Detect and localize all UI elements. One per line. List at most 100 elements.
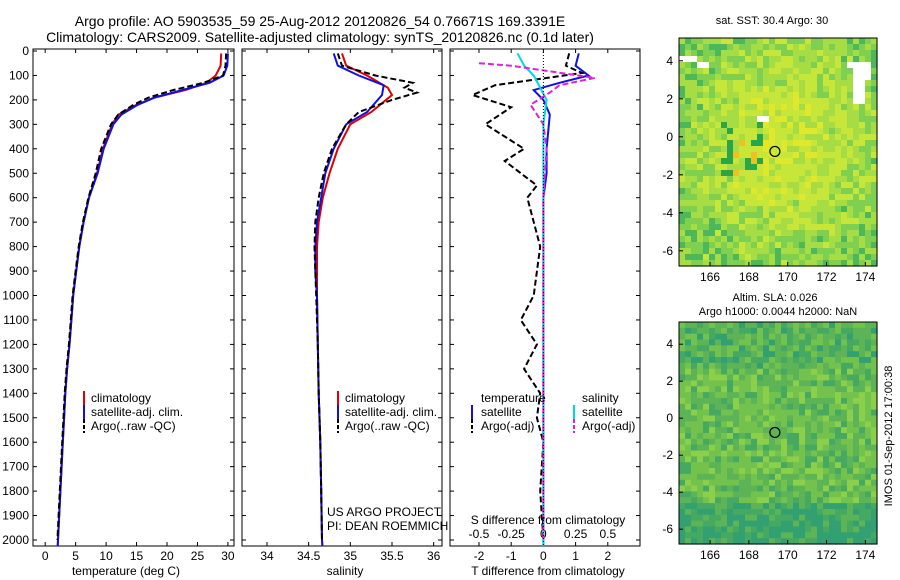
heatmap-cell	[751, 322, 758, 329]
heatmap-cell	[697, 456, 704, 463]
heatmap-cell	[781, 152, 788, 159]
heatmap-cell	[679, 38, 686, 45]
heatmap-cell	[847, 468, 854, 475]
legend-label-climatology: climatology	[345, 391, 405, 405]
heatmap-cell	[739, 134, 746, 141]
heatmap-cell	[769, 56, 776, 63]
heatmap-cell	[835, 212, 842, 219]
heatmap-cell	[823, 44, 830, 51]
heatmap-cell	[739, 433, 746, 440]
heatmap-cell	[823, 170, 830, 177]
heatmap-cell	[763, 538, 770, 545]
heatmap-cell	[811, 374, 818, 382]
heatmap-cell	[781, 380, 788, 387]
heatmap-cell	[871, 104, 878, 111]
heatmap-cell	[847, 260, 854, 267]
heatmap-cell	[853, 392, 860, 399]
heatmap-cell	[709, 368, 716, 376]
heatmap-cell	[679, 50, 686, 57]
heatmap-cell	[715, 380, 722, 387]
missing-data-patch	[847, 62, 871, 68]
heatmap-cell	[691, 450, 698, 457]
heatmap-cell	[715, 158, 722, 165]
heatmap-cell	[829, 473, 836, 481]
heatmap-cell	[781, 38, 788, 45]
heatmap-cell	[817, 421, 824, 428]
heatmap-cell	[811, 68, 818, 75]
heatmap-cell	[691, 479, 698, 487]
heatmap-cell	[721, 456, 728, 463]
heatmap-cell	[871, 438, 878, 446]
heatmap-cell	[805, 485, 812, 493]
heatmap-cell	[805, 254, 812, 261]
heatmap-cell	[745, 176, 752, 183]
heatmap-cell	[781, 538, 788, 545]
heatmap-cell	[757, 188, 764, 195]
heatmap-cell	[763, 444, 770, 452]
heatmap-cell	[847, 86, 854, 93]
heatmap-cell	[763, 462, 770, 469]
heatmap-cell	[853, 333, 860, 341]
heatmap-cell	[775, 526, 782, 533]
heatmap-cell	[745, 462, 752, 469]
heatmap-cell	[859, 44, 866, 51]
heatmap-cell	[793, 200, 800, 207]
heatmap-cell	[745, 74, 752, 81]
heatmap-cell	[835, 242, 842, 249]
heatmap-cell	[697, 520, 704, 528]
heatmap-cell	[799, 333, 806, 341]
heatmap-cell	[751, 230, 758, 237]
heatmap-cell	[751, 514, 758, 522]
heatmap-cell	[817, 380, 824, 387]
heatmap-cell	[787, 74, 794, 81]
heatmap-cell	[751, 236, 758, 243]
heatmap-cell	[829, 80, 836, 87]
heatmap-cell	[847, 164, 854, 171]
heatmap-cell	[817, 122, 824, 129]
heatmap-cell	[703, 438, 710, 446]
heatmap-cell	[757, 362, 764, 370]
heatmap-cell	[865, 450, 872, 457]
heatmap-cell	[829, 456, 836, 463]
heatmap-cell	[853, 514, 860, 522]
heatmap-cell	[685, 351, 692, 358]
heatmap-cell	[865, 339, 872, 346]
heatmap-cell	[823, 380, 830, 387]
heatmap-cell	[865, 357, 872, 364]
heatmap-cell	[829, 230, 836, 237]
heatmap-cell	[829, 122, 836, 129]
heatmap-cell	[793, 362, 800, 370]
heatmap-cell	[775, 164, 782, 171]
lon-tick-label: 166	[700, 270, 720, 284]
heatmap-cell	[817, 433, 824, 440]
heatmap-cell	[727, 242, 734, 249]
heatmap-cell	[871, 92, 878, 99]
heatmap-cell	[751, 403, 758, 411]
heatmap-cell	[817, 170, 824, 177]
heatmap-cell	[775, 242, 782, 249]
heatmap-cell	[715, 110, 722, 117]
heatmap-cell	[727, 368, 734, 376]
heatmap-cell	[709, 357, 716, 364]
heatmap-cell	[703, 44, 710, 51]
heatmap-cell	[829, 362, 836, 370]
heatmap-cell	[691, 260, 698, 267]
heatmap-cell	[841, 164, 848, 171]
heatmap-cell	[715, 44, 722, 51]
heatmap-cell	[805, 104, 812, 111]
heatmap-cell	[763, 479, 770, 487]
heatmap-cell	[841, 230, 848, 237]
heatmap-cell	[745, 128, 752, 135]
heatmap-cell	[703, 433, 710, 440]
heatmap-cell	[859, 526, 866, 533]
heatmap-cell	[751, 122, 758, 129]
heatmap-cell	[787, 158, 794, 165]
heatmap-cell	[799, 254, 806, 261]
heatmap-cell	[823, 134, 830, 141]
heatmap-cell	[787, 182, 794, 189]
heatmap-cell	[823, 140, 830, 147]
heatmap-cell	[751, 242, 758, 249]
heatmap-cell	[769, 128, 776, 135]
heatmap-cell	[853, 212, 860, 219]
